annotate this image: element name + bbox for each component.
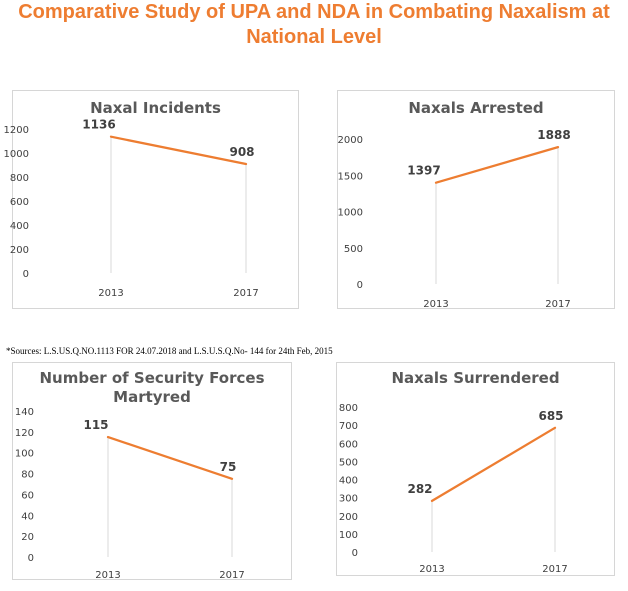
x-tick-label: 2013: [423, 299, 448, 310]
x-tick-label: 2017: [219, 570, 244, 581]
x-tick-label: 2017: [542, 564, 567, 575]
line-chart-naxal-incidents: 0 200 400 600 800 1000 1200 1136 908 2013 2017: [4, 118, 259, 299]
data-label: 908: [229, 145, 254, 159]
chart-title: Naxals Arrested: [338, 99, 614, 118]
chart-panel-naxals-arrested: Naxals Arrested 0 500 1000 1500 2000 1397 1888…: [337, 90, 615, 310]
y-tick-label: 120: [15, 428, 34, 439]
y-tick-label: 60: [21, 490, 34, 501]
y-tick-label: 800: [10, 173, 29, 184]
data-label: 75: [220, 460, 237, 474]
data-label: 115: [83, 418, 108, 432]
y-tick-label: 100: [339, 530, 358, 541]
chart-panel-naxals-surrendered: Naxals Surrendered 0 100 200 300 400 500 600 70…: [336, 362, 615, 576]
chart-title-line: Naxal Incidents: [90, 99, 221, 117]
chart-title-line: Naxals Arrested: [408, 99, 544, 117]
x-tick-label: 2017: [545, 299, 570, 310]
y-tick-label: 1000: [4, 149, 29, 160]
chart-title: Number of Security Forces Martyred: [13, 369, 291, 407]
chart-title: Naxal Incidents: [13, 99, 298, 118]
y-tick-label: 0: [352, 548, 358, 559]
chart-title-line: Number of Security Forces: [39, 369, 265, 387]
y-tick-label: 0: [28, 553, 34, 564]
series-line: [430, 426, 557, 503]
y-tick-label: 800: [339, 403, 358, 414]
y-tick-label: 2000: [338, 135, 363, 146]
line-chart-security-forces-martyred: 0 20 40 60 80 100 120 140 115 75 2013 2017: [15, 407, 245, 581]
y-tick-label: 80: [21, 470, 34, 481]
x-tick-label: 2013: [419, 564, 444, 575]
series-line: [434, 145, 560, 184]
y-tick-label: 500: [339, 457, 358, 468]
y-tick-label: 140: [15, 407, 34, 418]
chart-title-line: Martyred: [113, 388, 191, 406]
y-tick-label: 0: [23, 269, 29, 280]
page-title-line-1: Comparative Study of UPA and NDA in Comb…: [18, 1, 610, 23]
data-label: 685: [538, 409, 563, 423]
data-label: 1888: [537, 128, 570, 142]
y-tick-label: 400: [10, 221, 29, 232]
data-label: 1136: [82, 118, 115, 132]
data-label: 282: [407, 482, 432, 496]
series-line: [109, 135, 248, 166]
line-chart-naxals-arrested: 0 500 1000 1500 2000 1397 1888 2013 2017: [338, 128, 571, 310]
y-tick-label: 700: [339, 421, 358, 432]
y-tick-label: 500: [344, 244, 363, 255]
y-tick-label: 40: [21, 511, 34, 522]
chart-panel-security-forces-martyred: Number of Security Forces Martyred 0 20 40…: [12, 362, 292, 581]
y-tick-label: 20: [21, 532, 34, 543]
series-line: [106, 435, 234, 480]
sources-note: *Sources: L.S.US.Q.NO.1113 FOR 24.07.201…: [6, 346, 333, 356]
y-tick-label: 1200: [4, 125, 29, 136]
y-tick-label: 200: [10, 245, 29, 256]
y-tick-label: 400: [339, 476, 358, 487]
y-tick-label: 600: [339, 439, 358, 450]
x-tick-label: 2013: [95, 570, 120, 581]
y-tick-label: 1500: [338, 171, 363, 182]
chart-panel-naxal-incidents: Naxal Incidents 0 200 400 600 800 1000 1200 113…: [4, 90, 299, 309]
x-tick-label: 2013: [98, 288, 123, 299]
chart-title-line: Naxals Surrendered: [391, 369, 560, 387]
y-tick-label: 0: [357, 280, 363, 291]
data-label: 1397: [407, 164, 440, 178]
chart-title: Naxals Surrendered: [337, 369, 614, 388]
page-title-line-2: National Level: [246, 26, 382, 48]
y-tick-label: 600: [10, 197, 29, 208]
y-tick-label: 200: [339, 512, 358, 523]
y-tick-label: 300: [339, 494, 358, 505]
line-chart-naxals-surrendered: 0 100 200 300 400 500 600 700 800 282 685 2013 2017: [339, 403, 568, 575]
page-title: Comparative Study of UPA and NDA in Comb…: [0, 0, 628, 50]
x-tick-label: 2017: [233, 288, 258, 299]
y-tick-label: 1000: [338, 208, 363, 219]
y-tick-label: 100: [15, 449, 34, 460]
